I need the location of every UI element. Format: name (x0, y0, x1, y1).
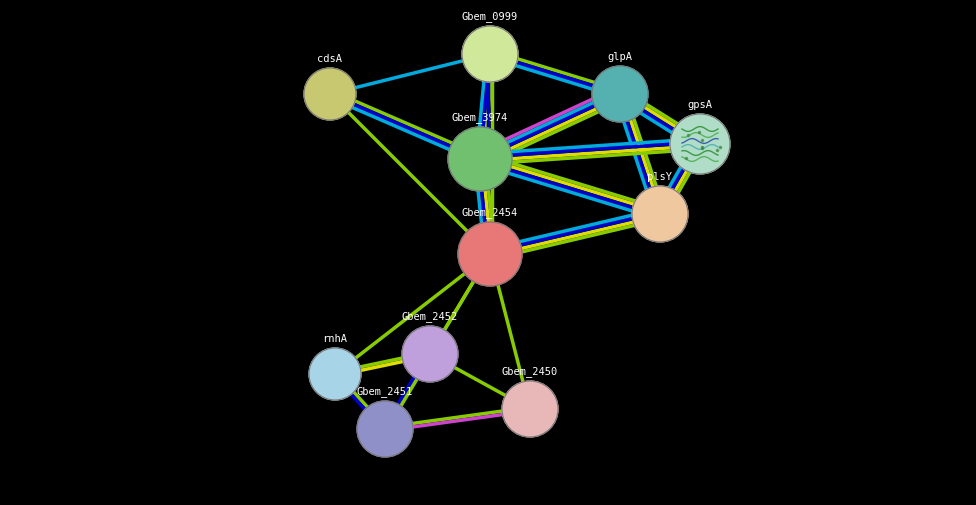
Text: Gbem_2450: Gbem_2450 (502, 366, 558, 376)
Text: Gbem_2451: Gbem_2451 (357, 385, 413, 396)
Circle shape (309, 348, 361, 400)
Text: plsY: plsY (647, 172, 672, 182)
Text: rnhA: rnhA (322, 333, 347, 343)
Circle shape (502, 381, 558, 437)
Circle shape (304, 69, 356, 121)
Circle shape (462, 27, 518, 83)
Text: Gbem_2452: Gbem_2452 (402, 311, 458, 321)
Text: cdsA: cdsA (317, 54, 343, 64)
Circle shape (458, 223, 522, 286)
Circle shape (448, 128, 512, 191)
Circle shape (670, 115, 730, 175)
Text: Gbem_2454: Gbem_2454 (462, 207, 518, 218)
Circle shape (632, 187, 688, 242)
Circle shape (592, 67, 648, 123)
Text: glpA: glpA (607, 52, 632, 62)
Text: Gbem_3974: Gbem_3974 (452, 112, 508, 123)
Text: Gbem_0999: Gbem_0999 (462, 11, 518, 22)
Circle shape (402, 326, 458, 382)
Text: gpsA: gpsA (687, 100, 712, 110)
Circle shape (357, 401, 413, 457)
